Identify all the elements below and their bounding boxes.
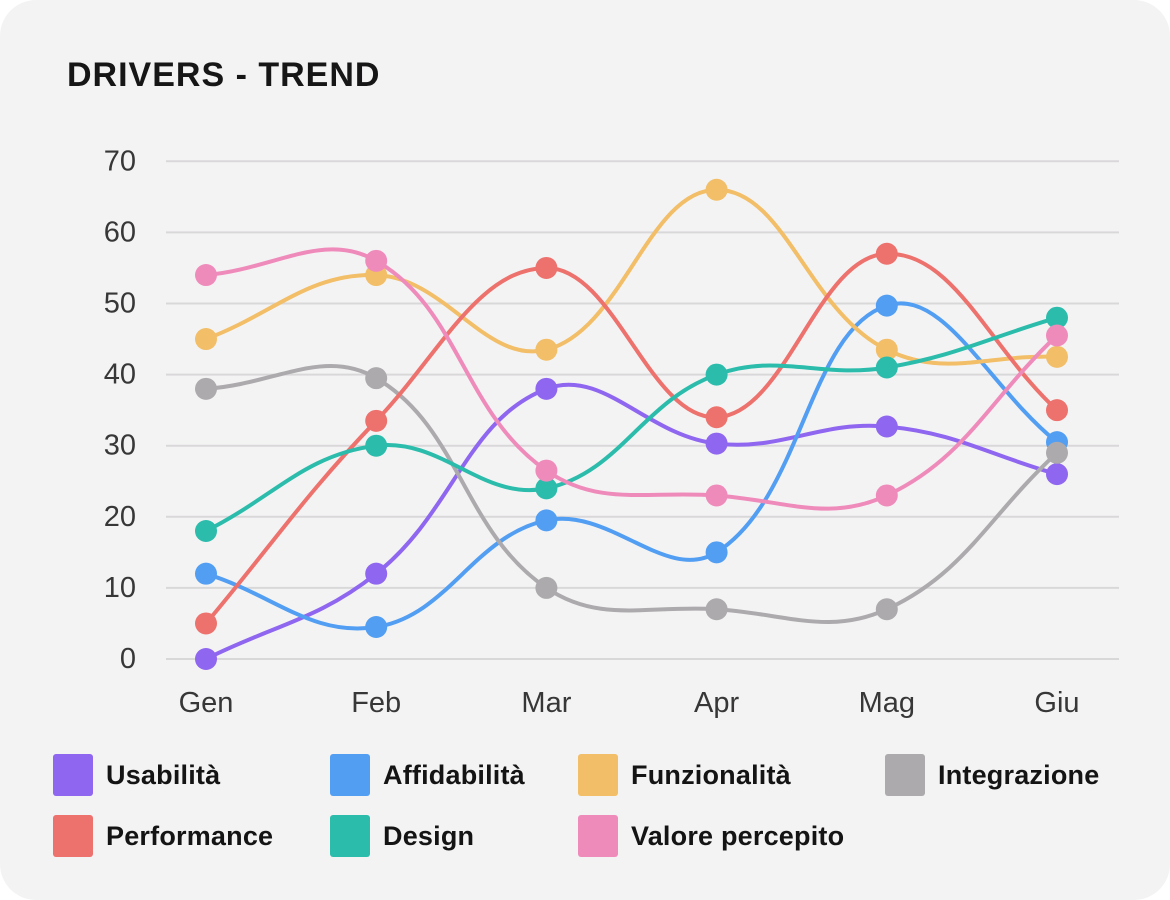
- legend-swatch-integrazione: [885, 754, 925, 796]
- x-axis-tick-mag: Mag: [859, 687, 915, 719]
- data-point-valore-percepito-feb: [365, 249, 388, 272]
- data-point-funzionalita-apr: [705, 178, 728, 201]
- data-point-usabilita-apr: [705, 432, 728, 455]
- data-point-usabilita-giu: [1046, 463, 1068, 486]
- legend-label-integrazione: Integrazione: [938, 759, 1100, 790]
- legend-item-performance: Performance: [53, 815, 273, 857]
- legend-label-funzionalita: Funzionalità: [631, 759, 791, 790]
- data-point-valore-percepito-giu: [1046, 324, 1068, 347]
- data-point-usabilita-gen: [195, 648, 217, 670]
- data-point-funzionalita-mag: [875, 338, 898, 361]
- legend-item-design: Design: [330, 815, 474, 857]
- data-point-funzionalita-giu: [1046, 345, 1068, 368]
- series-line-design: [204, 315, 1059, 534]
- data-point-performance-gen: [195, 612, 217, 635]
- series-line-funzionalita: [204, 187, 1059, 366]
- data-point-funzionalita-mar: [535, 338, 558, 361]
- data-point-integrazione-gen: [195, 377, 217, 400]
- data-point-valore-percepito-mar: [535, 459, 558, 482]
- page-title: DRIVERS - TREND: [67, 56, 381, 94]
- data-point-valore-percepito-apr: [705, 484, 728, 507]
- data-point-performance-feb: [365, 409, 388, 432]
- legend-item-usabilita: Usabilità: [53, 754, 220, 796]
- data-point-performance-apr: [705, 406, 728, 429]
- y-axis-tick-40: 40: [104, 359, 136, 391]
- x-axis-tick-mar: Mar: [521, 687, 571, 719]
- series-line-performance: [204, 251, 1059, 626]
- data-point-affidabilita-apr: [705, 541, 728, 564]
- legend-item-valore-percepito: Valore percepito: [578, 815, 844, 857]
- data-point-affidabilita-mag: [875, 294, 898, 317]
- data-point-design-mag: [875, 356, 898, 379]
- legend-item-funzionalita: Funzionalità: [578, 754, 791, 796]
- data-point-performance-giu: [1046, 399, 1068, 422]
- data-point-design-mar: [535, 477, 558, 500]
- data-point-affidabilita-feb: [365, 616, 388, 639]
- data-point-integrazione-mag: [875, 598, 898, 621]
- legend-label-usabilita: Usabilità: [106, 759, 221, 790]
- data-point-valore-percepito-mag: [875, 484, 898, 507]
- data-point-performance-mar: [535, 256, 558, 279]
- y-axis-tick-60: 60: [104, 216, 136, 248]
- data-point-performance-mag: [875, 242, 898, 265]
- legend-label-design: Design: [383, 820, 475, 851]
- y-axis-tick-30: 30: [104, 430, 136, 462]
- data-point-funzionalita-gen: [195, 328, 217, 351]
- data-point-integrazione-mar: [535, 576, 558, 599]
- x-axis-tick-gen: Gen: [179, 687, 234, 719]
- legend-item-affidabilita: Affidabilità: [330, 754, 525, 796]
- data-point-design-apr: [705, 363, 728, 386]
- trend-line-chart: 0 10 20 30 40 50 60 70 Gen Feb Mar Apr Mag Giu: [104, 145, 1119, 719]
- legend-swatch-design: [330, 815, 370, 857]
- data-point-integrazione-giu: [1046, 441, 1068, 464]
- legend-swatch-affidabilita: [330, 754, 370, 796]
- data-point-design-feb: [365, 434, 388, 457]
- y-axis-tick-0: 0: [120, 643, 136, 675]
- data-point-affidabilita-gen: [195, 562, 217, 585]
- legend-label-performance: Performance: [106, 820, 274, 851]
- data-point-usabilita-mag: [875, 415, 898, 438]
- data-point-usabilita-feb: [365, 562, 388, 585]
- y-axis-tick-20: 20: [104, 501, 136, 533]
- data-point-usabilita-mar: [535, 377, 558, 400]
- legend-label-valore-percepito: Valore percepito: [631, 820, 845, 851]
- legend-swatch-valore-percepito: [578, 815, 618, 857]
- legend-item-integrazione: Integrazione: [885, 754, 1099, 796]
- x-axis-tick-apr: Apr: [694, 687, 739, 719]
- y-axis-tick-10: 10: [104, 572, 136, 604]
- data-point-valore-percepito-gen: [195, 264, 217, 287]
- legend-swatch-performance: [53, 815, 93, 857]
- data-point-affidabilita-mar: [535, 509, 558, 532]
- data-point-integrazione-feb: [365, 367, 388, 390]
- series-line-usabilita: [204, 382, 1059, 661]
- legend-label-affidabilita: Affidabilità: [383, 759, 525, 790]
- data-point-design-giu: [1046, 306, 1068, 329]
- y-axis-tick-70: 70: [104, 145, 136, 177]
- data-point-integrazione-apr: [705, 598, 728, 621]
- x-axis-tick-giu: Giu: [1034, 687, 1079, 719]
- y-axis-tick-50: 50: [104, 288, 136, 320]
- legend-swatch-usabilita: [53, 754, 93, 796]
- legend-swatch-funzionalita: [578, 754, 618, 796]
- data-point-design-gen: [195, 520, 217, 543]
- x-axis-tick-feb: Feb: [351, 687, 401, 719]
